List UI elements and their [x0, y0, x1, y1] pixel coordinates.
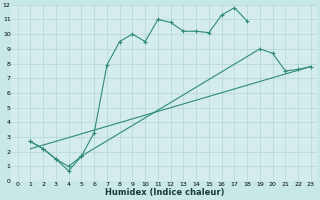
- X-axis label: Humidex (Indice chaleur): Humidex (Indice chaleur): [105, 188, 224, 197]
